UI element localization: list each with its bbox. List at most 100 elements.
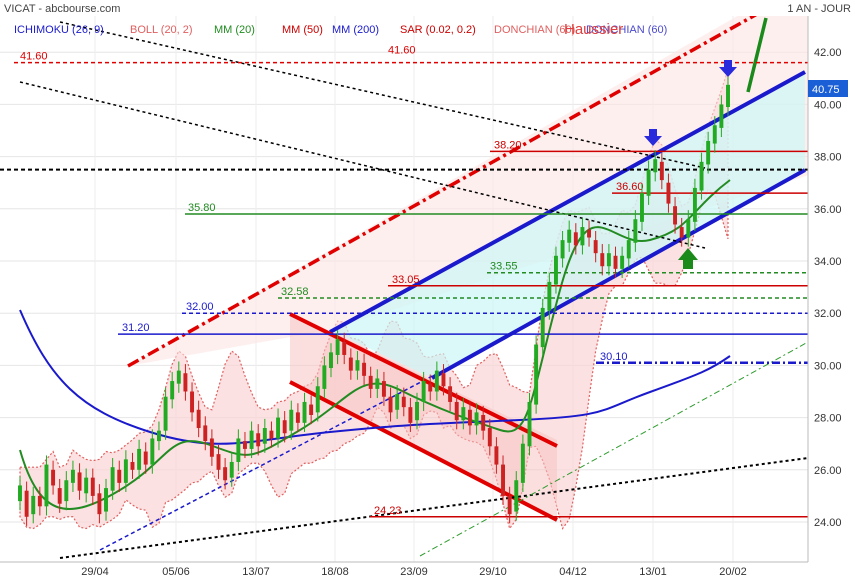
blue-channel-bottom: [431, 168, 806, 380]
candle-body: [580, 227, 585, 246]
candle-body: [256, 433, 261, 447]
candle-body: [467, 409, 472, 426]
level-label: 33.55: [490, 261, 518, 273]
candle-body: [51, 469, 56, 486]
upper-channel-band: [128, 16, 808, 366]
candle-body: [375, 378, 380, 389]
y-tick-label: 30.00: [814, 360, 842, 372]
candle-body: [44, 464, 49, 507]
y-tick-label: 42.00: [814, 47, 842, 59]
legend-item: BOLL (20, 2): [130, 24, 193, 36]
candle-body: [567, 229, 572, 243]
candle-body: [474, 412, 479, 426]
candle-body: [587, 229, 592, 238]
legend-item: MM (50): [282, 24, 323, 36]
candle-body: [428, 383, 433, 392]
candle-body: [84, 477, 89, 494]
candle-body: [501, 464, 505, 496]
period-label: 1 AN - JOUR: [787, 3, 851, 15]
candle-body: [355, 360, 360, 371]
green-dashdot-support: [419, 341, 808, 557]
candle-body: [269, 430, 274, 439]
candle-body: [553, 255, 558, 285]
x-tick-label: 29/10: [479, 566, 507, 578]
candle-body: [322, 365, 327, 389]
legend-item: SAR (0.02, 0.2): [400, 24, 476, 36]
level-label: 38.20: [494, 139, 522, 151]
legend-item: ICHIMOKU (26, 9): [14, 24, 104, 36]
candle-body: [203, 425, 208, 442]
last-price-value: 40.75: [812, 84, 840, 96]
x-tick-label: 13/07: [242, 566, 270, 578]
candle-body: [223, 467, 228, 481]
candle-body: [183, 373, 188, 392]
mm200-line: [19, 309, 731, 445]
candle-body: [686, 219, 691, 238]
candle-body: [24, 490, 29, 517]
level-label: 41.60: [388, 45, 416, 57]
candle-body: [381, 381, 386, 397]
candle-body: [461, 407, 466, 421]
candle-body: [640, 193, 644, 222]
level-label: 35.80: [188, 202, 216, 214]
green-breakout-line: [746, 17, 768, 93]
candle-body: [593, 240, 598, 254]
candle-body: [57, 488, 62, 504]
candle-body: [97, 493, 102, 515]
candle-body: [613, 255, 618, 269]
candle-body: [229, 461, 234, 478]
x-tick-label: 29/04: [81, 566, 109, 578]
candle-body: [527, 401, 532, 447]
candle-body: [262, 428, 267, 444]
candle-body: [329, 352, 333, 369]
candle-body: [249, 430, 254, 449]
channels-and-indicators: [19, 16, 808, 559]
candle-body: [276, 417, 281, 439]
x-axis: 29/04 05/06 13/07 18/08 23/09 29/10 04/12 13/01…: [0, 561, 808, 578]
candle-body: [719, 104, 724, 128]
level-label: 36.60: [616, 181, 644, 193]
indicator-legend: ICHIMOKU (26, 9) BOLL (20, 2) MM (20) MM (5…: [14, 24, 667, 36]
black-dotted-resistance-2: [59, 21, 706, 169]
trend-label: Haussier: [564, 21, 623, 38]
candle-body: [692, 187, 697, 222]
candle-body: [646, 169, 651, 196]
candle-body: [606, 253, 611, 267]
candle-body: [302, 401, 307, 423]
candle-body: [295, 412, 300, 423]
candle-body: [176, 370, 181, 384]
candle-body: [441, 373, 446, 387]
candle-body: [243, 441, 247, 449]
candle-body: [726, 84, 730, 108]
candle-body: [600, 253, 605, 267]
candle-body: [573, 232, 578, 246]
candle-body: [401, 396, 406, 408]
candle-body: [342, 341, 347, 355]
level-label: 33.05: [392, 274, 420, 286]
down-arrow-icon: [719, 60, 737, 77]
candle-body: [77, 472, 82, 491]
x-tick-label: 04/12: [559, 566, 587, 578]
candle-body: [620, 255, 625, 269]
candle-body: [236, 438, 241, 462]
candle-body: [196, 409, 201, 429]
candle-body: [415, 401, 419, 421]
candle-body: [454, 401, 459, 421]
level-label: 32.00: [186, 301, 214, 313]
candle-body: [699, 161, 704, 191]
candle-body: [335, 339, 340, 355]
x-tick-label: 20/02: [719, 566, 747, 578]
legend-item: MM (200): [332, 24, 379, 36]
candle-body: [388, 396, 393, 413]
candle-body: [494, 446, 499, 465]
candle-body: [130, 461, 135, 470]
candle-body: [104, 488, 108, 512]
candle-body: [421, 381, 426, 402]
y-tick-label: 38.00: [814, 152, 842, 164]
candle-body: [487, 428, 492, 447]
candle-body: [216, 454, 221, 470]
candle-body: [514, 480, 519, 512]
y-tick-label: 36.00: [814, 204, 842, 216]
